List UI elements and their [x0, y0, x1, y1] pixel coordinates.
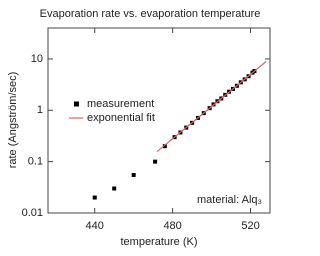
fit-line: [156, 61, 267, 153]
y-tick-label: 10: [31, 53, 43, 65]
data-point: [162, 144, 167, 149]
y-tick-label: 0.01: [22, 207, 43, 219]
legend-label: exponential fit: [87, 112, 155, 124]
x-tick-label: 440: [86, 220, 104, 232]
data-point: [112, 186, 117, 191]
x-tick-label: 480: [163, 220, 181, 232]
x-tick-label: 520: [241, 220, 259, 232]
y-tick-label: 0.1: [28, 156, 43, 168]
data-point: [131, 172, 136, 177]
legend-swatch: [74, 101, 79, 107]
legend-label: measurement: [87, 98, 154, 110]
annotation: material: Alq₃: [197, 194, 262, 206]
chart: Evaporation rate vs. evaporation tempera…: [7, 8, 271, 248]
chart-title: Evaporation rate vs. evaporation tempera…: [40, 8, 261, 20]
x-axis-title: temperature (K): [120, 236, 197, 248]
data-point: [92, 195, 97, 200]
plot-frame: [47, 27, 271, 214]
y-tick-label: 1: [37, 104, 43, 116]
y-axis-title: rate (Angström/sec): [7, 72, 19, 169]
data-point: [153, 159, 158, 164]
